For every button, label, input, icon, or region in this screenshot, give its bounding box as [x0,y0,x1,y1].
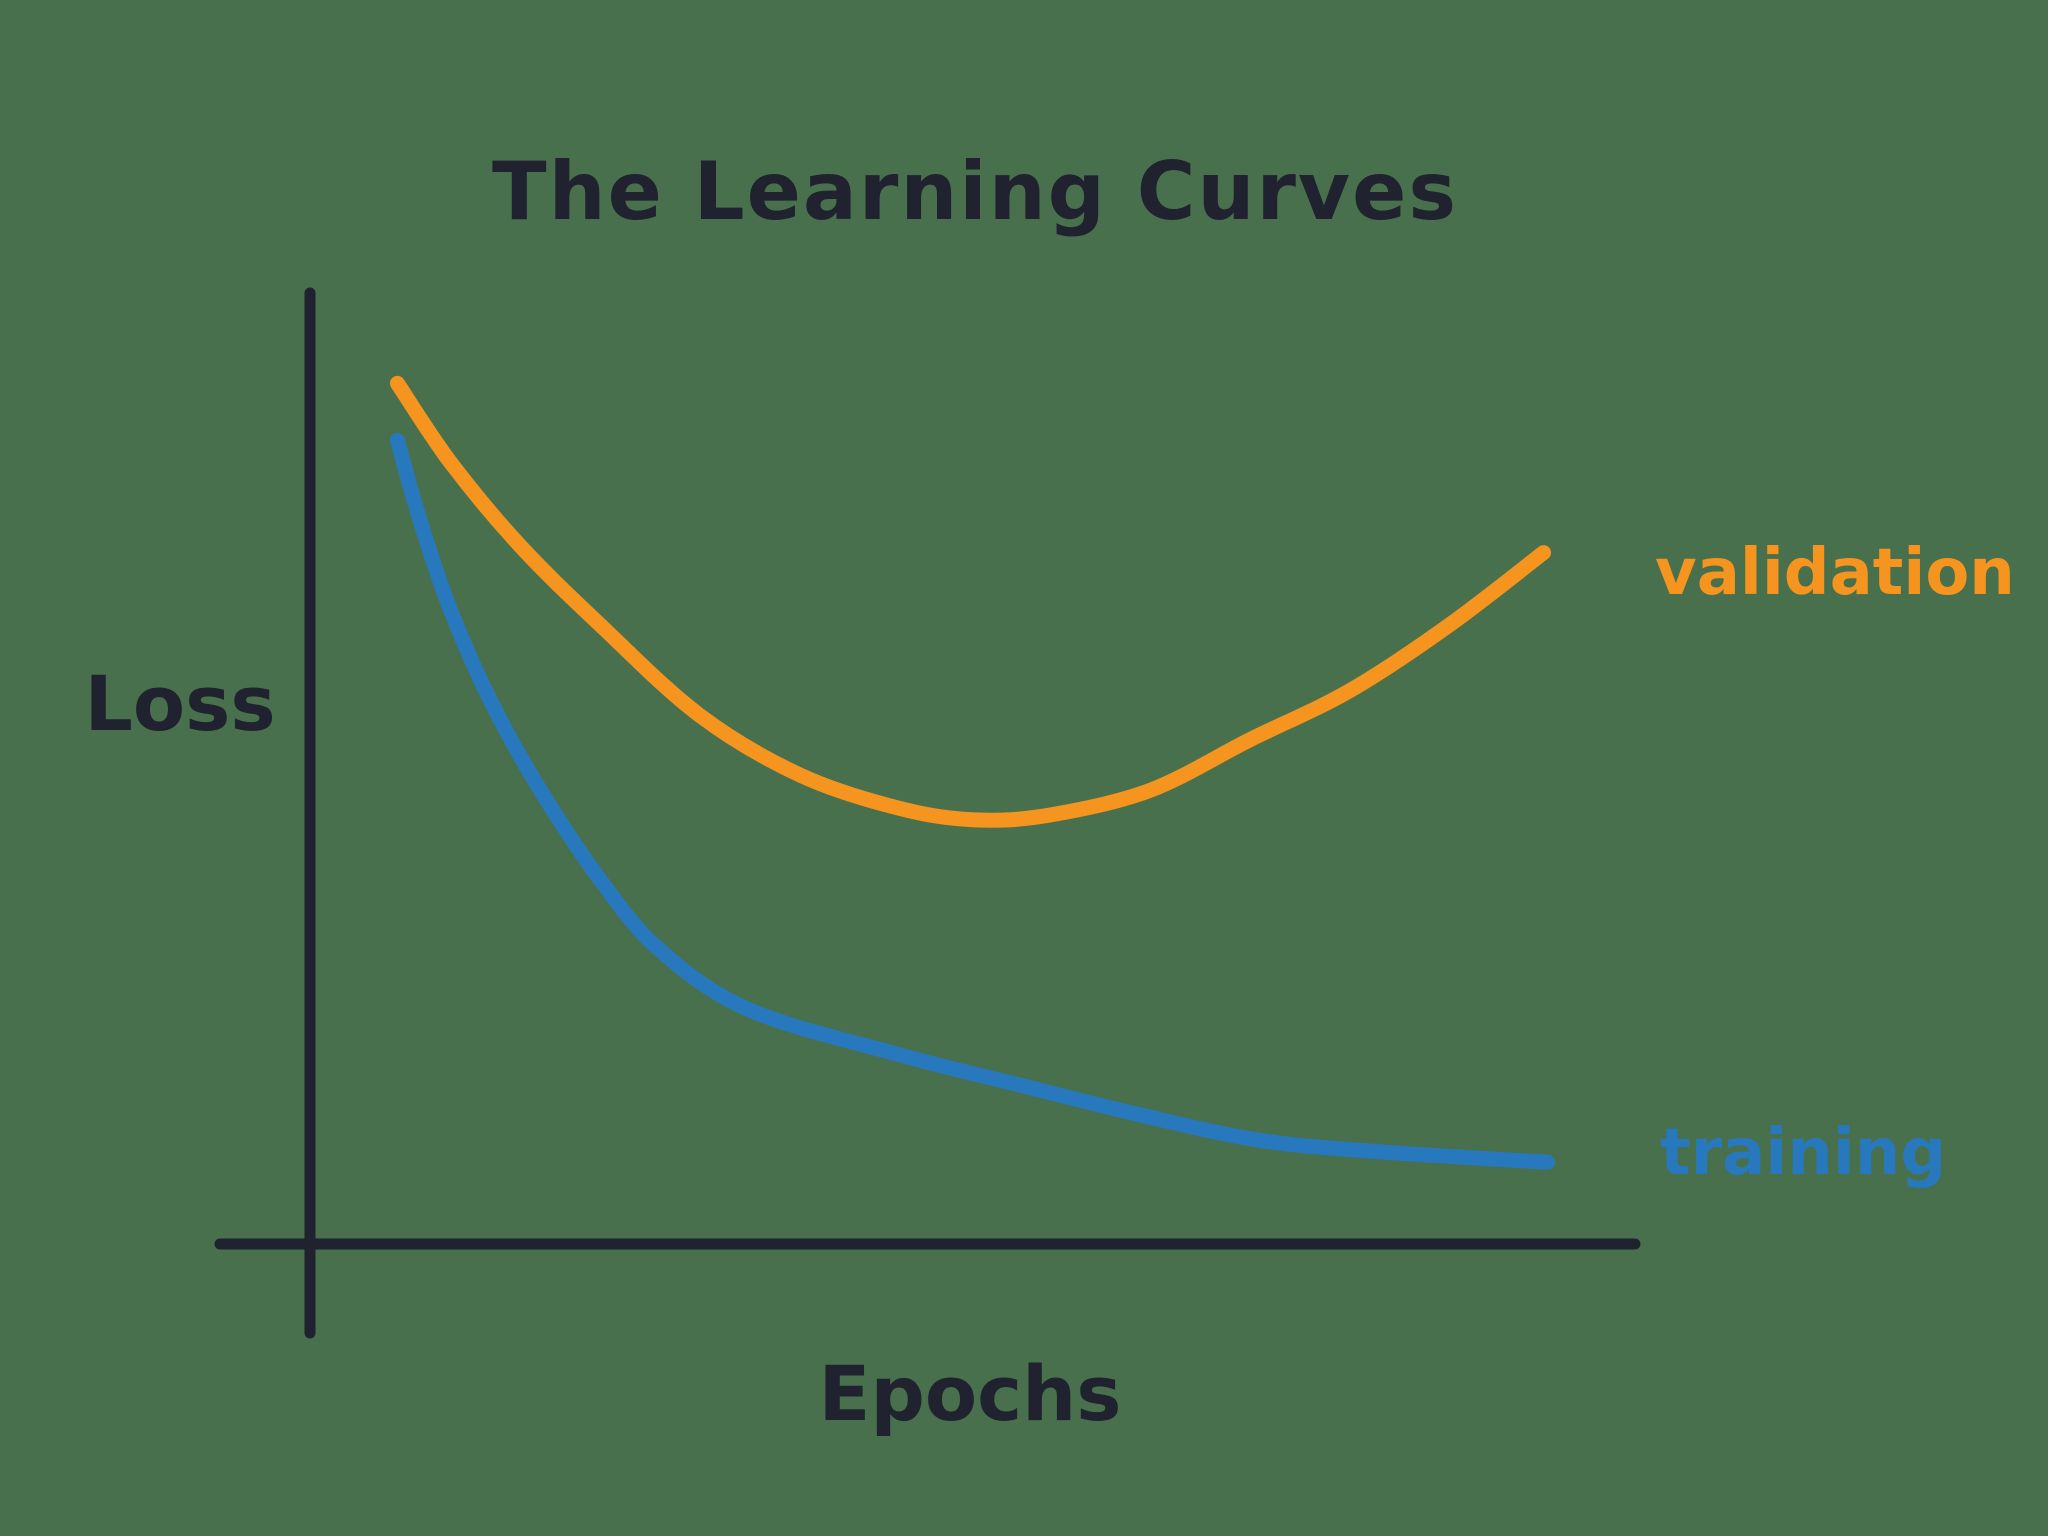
training-curve [389,432,1556,1170]
y-axis-label: Loss [84,659,276,748]
x-axis-label: Epochs [818,1349,1122,1438]
series-label-training: training [1660,1116,1947,1190]
chart-title: The Learning Curves [492,145,1458,238]
validation-curve [389,375,1552,828]
series-label-validation: validation [1655,536,2015,610]
